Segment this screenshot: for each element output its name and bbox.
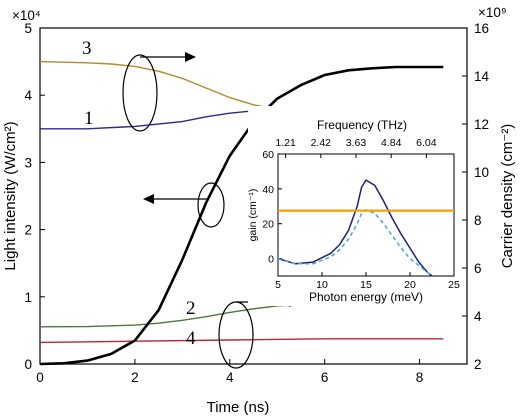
inset-x2-tick-label: 1.21 [275, 137, 296, 149]
y-tick-label: 4 [24, 88, 32, 103]
y2-tick-label: 12 [474, 117, 489, 132]
x-tick-label: 8 [416, 370, 424, 385]
x-tick-label: 4 [226, 370, 234, 385]
y2-tick-label: 8 [474, 213, 482, 228]
y-tick-label: 2 [24, 223, 32, 238]
y-axis-title: Light intensity (W/cm²) [2, 121, 19, 270]
inset-y-tick-label: 20 [262, 219, 274, 231]
inset-y-tick-label: 60 [262, 149, 274, 161]
inset-x-tick-label: 10 [316, 279, 328, 291]
annotation-group [122, 54, 296, 369]
inset-x2-tick-label: 3.63 [346, 137, 367, 149]
inset-x-tick-label: 5 [275, 279, 281, 291]
y-tick-label: 1 [24, 290, 32, 305]
inset-series-group [277, 179, 454, 277]
curve-label-1: 1 [84, 108, 94, 129]
x-tick-label: 6 [321, 370, 329, 385]
curve-label-2: 2 [186, 298, 196, 319]
y2-tick-label: 16 [474, 21, 489, 36]
inset-x-tick-label: 15 [360, 279, 372, 291]
inset-y-tick-label: 0 [268, 254, 274, 266]
ellipse-curves-1-3 [122, 54, 158, 132]
inset-series-line-solid [277, 179, 433, 277]
inset-y-tick-label: 40 [262, 184, 274, 196]
inset-x2-tick-label: 6.04 [416, 137, 437, 149]
x-tick-label: 0 [36, 370, 44, 385]
inset-x-axis-title: Photon energy (meV) [309, 290, 423, 304]
curve-label-3: 3 [82, 38, 92, 59]
series-line-4 [39, 338, 444, 344]
arrowhead-right-top [185, 52, 196, 62]
inset-x2-tick-label: 4.84 [381, 137, 402, 149]
y-tick-label: 3 [24, 155, 32, 170]
series-line-light-intensity [39, 65, 444, 366]
y2-tick-label: 4 [474, 309, 482, 324]
arrowhead-left-middle [143, 194, 154, 204]
y2-axis-multiplier: ×10⁹ [478, 5, 507, 20]
y2-tick-label: 2 [474, 357, 482, 372]
y-axis-multiplier: ×10⁴ [12, 8, 41, 23]
x-tick-label: 2 [131, 370, 139, 385]
inset-background [248, 106, 462, 306]
inset-x-tick-label: 25 [448, 279, 460, 291]
series-line-2 [39, 302, 444, 328]
inset-x2-axis-title: Frequency (THz) [317, 118, 407, 132]
y-tick-label: 0 [24, 357, 32, 372]
x-axis-title: Time (ns) [207, 399, 270, 416]
inset-axis-ticks: 5 10 15 20 25 1.21 2.42 3.63 4.84 6.04 0 20 40 60 [262, 137, 460, 291]
y2-axis-title: Carrier density (cm⁻²) [499, 124, 516, 269]
main-plot-frame [39, 27, 468, 365]
ellipse-light-curve [197, 182, 225, 228]
inset-x-tick-label: 20 [404, 279, 416, 291]
inset-y-axis-title: gain (cm⁻¹) [247, 189, 259, 242]
y-tick-label: 5 [24, 21, 32, 36]
y2-tick-label: 14 [474, 69, 490, 84]
curve-label-4: 4 [186, 328, 196, 349]
y2-tick-label: 6 [474, 261, 482, 276]
inset-x2-tick-label: 2.42 [311, 137, 332, 149]
y2-tick-label: 10 [474, 165, 489, 180]
